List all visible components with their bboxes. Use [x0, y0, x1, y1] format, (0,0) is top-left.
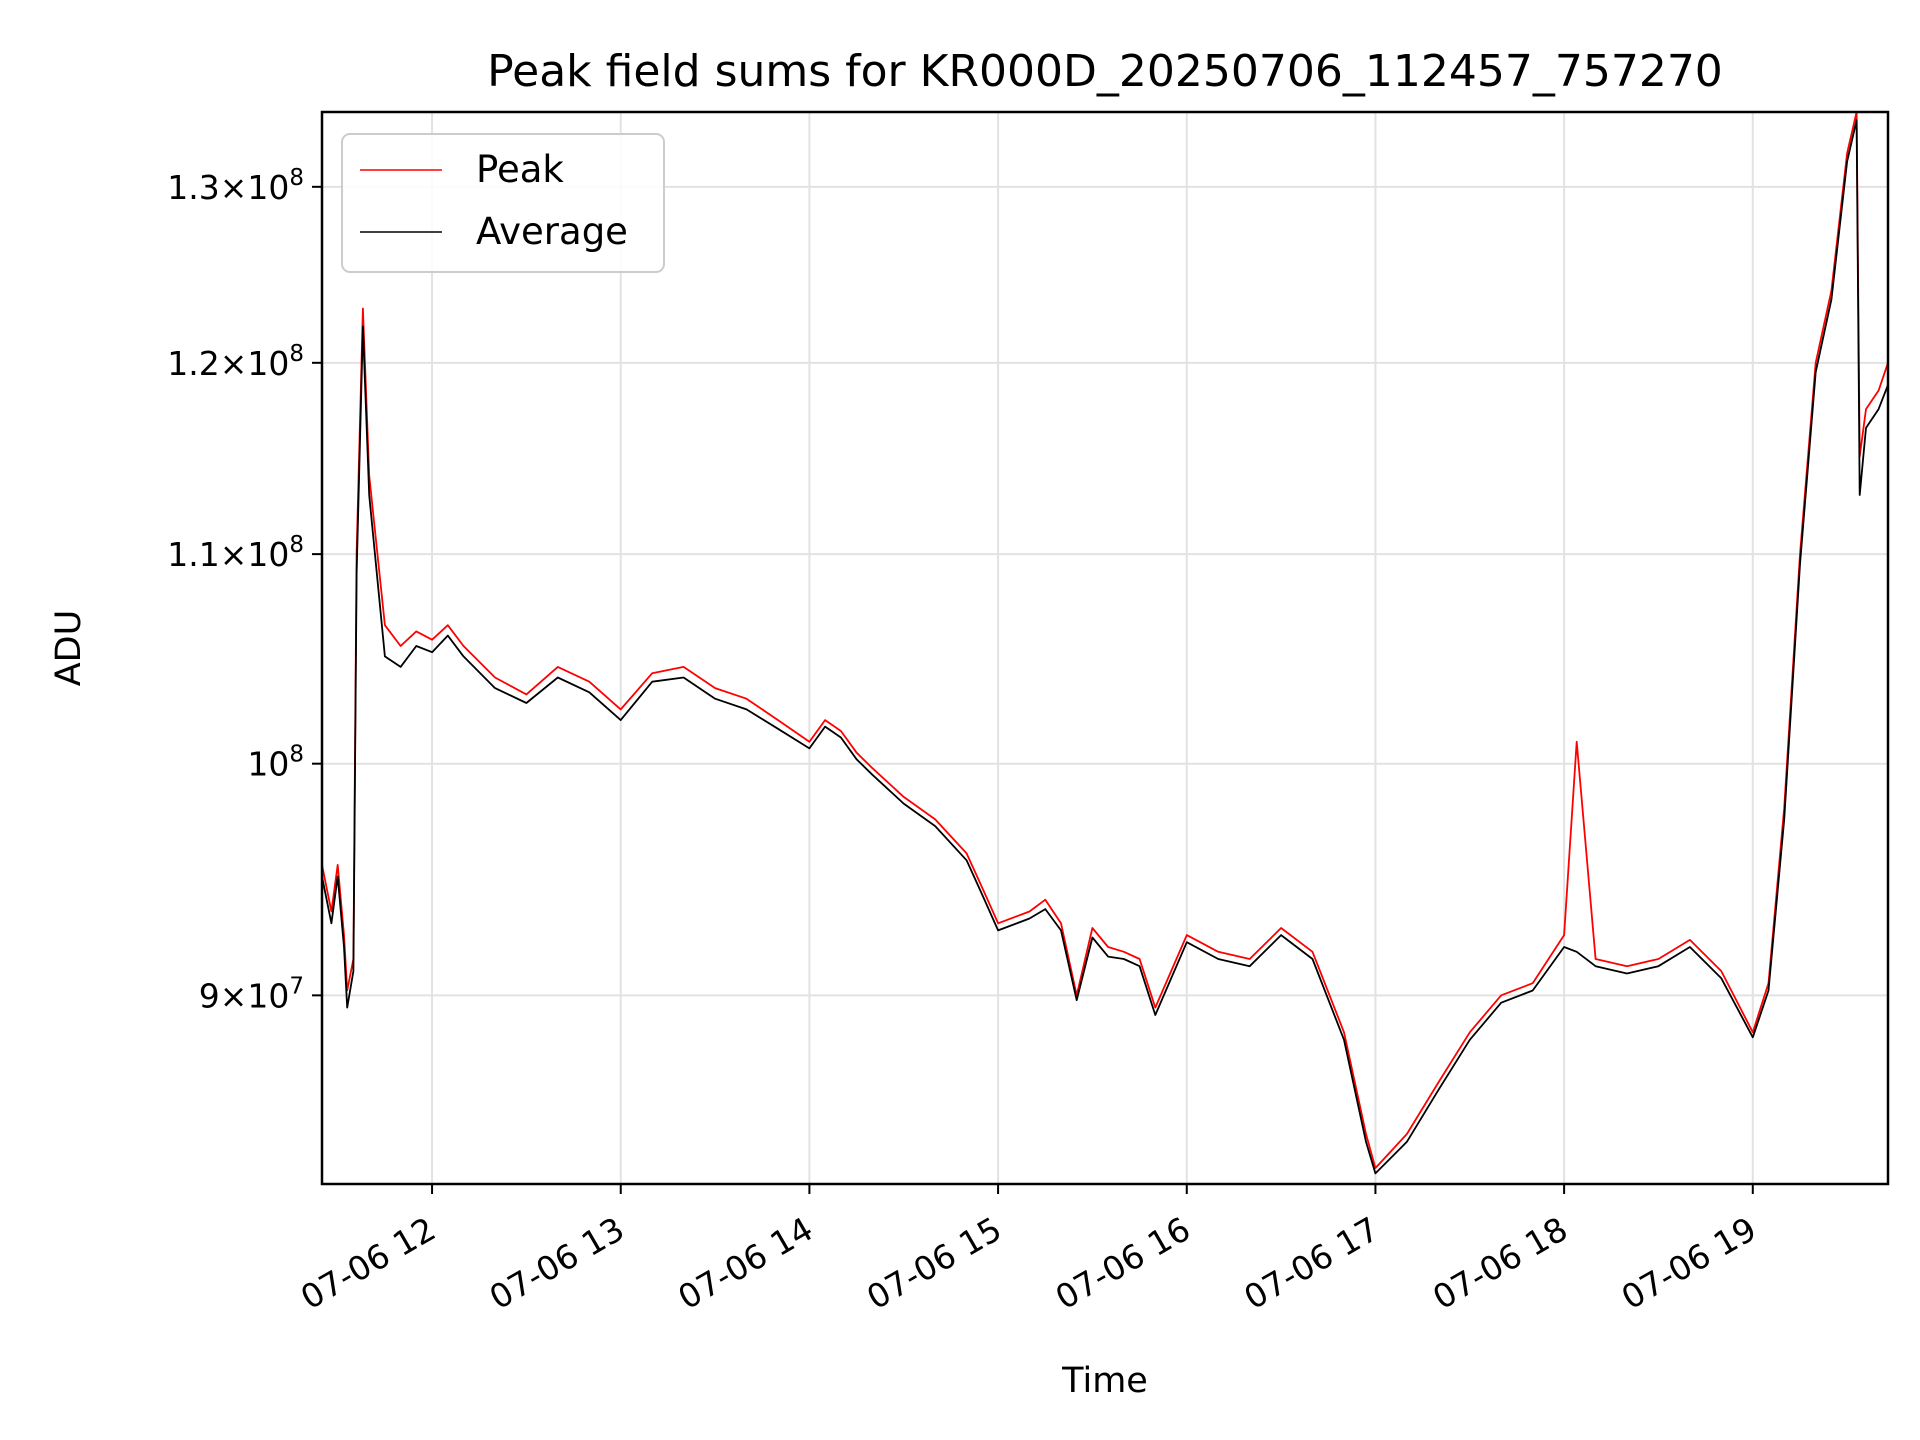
series-line-average [321, 119, 1889, 1175]
y-tick-label: 9×107 [199, 973, 304, 1015]
legend-label-average: Average [476, 210, 628, 253]
series-line-peak [321, 111, 1889, 1169]
y-axis-label: ADU [49, 610, 89, 687]
chart-title: Peak field sums for KR000D_20250706_1124… [487, 46, 1723, 97]
y-tick-label: 1.2×108 [167, 341, 304, 383]
legend-box [341, 133, 665, 273]
y-tick-label: 1.3×108 [167, 165, 304, 207]
legend: Peak Average [341, 133, 665, 273]
plot-frame [320, 110, 1890, 1186]
grid-lines [322, 112, 1888, 1184]
x-axis-label: Time [1061, 1361, 1148, 1401]
series-lines [321, 111, 1889, 1175]
y-tick-label: 1.1×108 [167, 532, 304, 574]
legend-label-peak: Peak [476, 148, 564, 191]
